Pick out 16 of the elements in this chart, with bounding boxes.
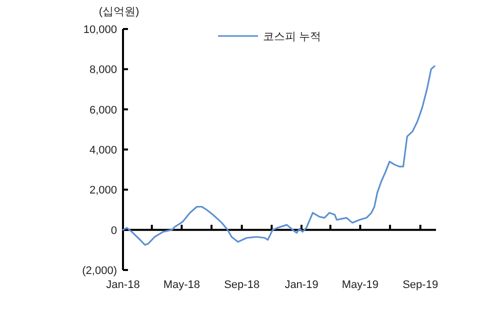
y-tick-label: 2,000 bbox=[89, 184, 117, 197]
y-tick-label: 10,000 bbox=[83, 24, 117, 36]
y-tick-label: (2,000) bbox=[82, 265, 117, 277]
line-series bbox=[122, 65, 436, 246]
x-tick-label: Jan-18 bbox=[106, 279, 140, 291]
y-tick-label: 0 bbox=[110, 224, 117, 237]
x-tick-label: May-18 bbox=[163, 279, 200, 291]
y-tick-label: 8,000 bbox=[89, 64, 117, 76]
x-tick-label: May-19 bbox=[342, 279, 379, 291]
y-axis-title: (십억원) bbox=[98, 6, 140, 18]
x-tick-label: Jan-19 bbox=[284, 279, 318, 291]
y-tick-label: 6,000 bbox=[89, 104, 117, 116]
legend-label: 코스피 누적 bbox=[263, 31, 322, 43]
x-tick-label: Sep-19 bbox=[402, 279, 438, 291]
x-tick-label: Sep-18 bbox=[224, 279, 260, 291]
y-tick-label: 4,000 bbox=[89, 144, 117, 156]
